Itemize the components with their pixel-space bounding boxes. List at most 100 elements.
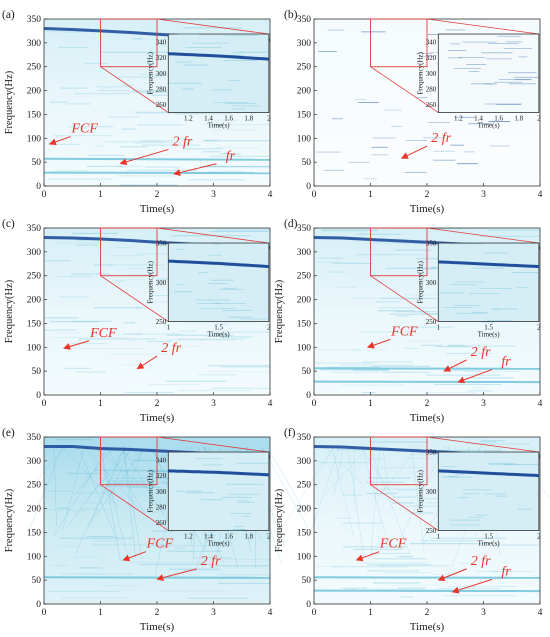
- panel-label: (e): [2, 427, 15, 439]
- inset-background: [437, 451, 540, 531]
- y-tick-label: 150: [27, 110, 42, 120]
- x-tick-label: 0: [42, 608, 47, 618]
- x-tick-label: 1: [368, 399, 373, 409]
- zoom-connector: [100, 484, 169, 531]
- x-tick-label: 3: [481, 399, 486, 409]
- zoom-region-box: [100, 18, 158, 68]
- inset-x-tick-label: 1.2: [454, 115, 463, 123]
- y-tick-label: 0: [36, 182, 41, 192]
- y-tick-label: 150: [297, 319, 312, 329]
- y-tick-label: 200: [27, 87, 42, 97]
- fan-line: [130, 446, 144, 484]
- y-tick-label: 300: [27, 248, 42, 258]
- inset-y-tick-label: 300: [156, 279, 167, 287]
- panel-label: (c): [2, 218, 15, 230]
- fan-line: [93, 446, 150, 492]
- fan-line: [87, 446, 136, 498]
- annotation-fr: fr: [501, 564, 511, 579]
- inset-y-tick-label: 340: [156, 38, 167, 46]
- x-tick-label: 3: [481, 608, 486, 618]
- zoom-connector: [370, 66, 439, 113]
- inset-y-axis-label: Frequency(Hz): [416, 260, 424, 303]
- inset-y-tick-label: 300: [426, 488, 437, 496]
- x-tick-label: 0: [312, 399, 317, 409]
- inset-x-tick-label: 1: [167, 324, 171, 332]
- x-tick-label: 3: [211, 190, 216, 200]
- ridge-2fr: [313, 576, 541, 579]
- y-tick-label: 150: [27, 528, 42, 538]
- inset-x-tick-label: 2: [537, 533, 541, 541]
- fan-line: [359, 446, 395, 499]
- y-tick-label: 200: [297, 505, 312, 515]
- inset-x-tick-label: 2: [267, 324, 271, 332]
- inset-x-tick-label: 1.2: [184, 533, 193, 541]
- y-tick-label: 250: [297, 481, 312, 491]
- zoom-connector: [156, 18, 269, 35]
- zoom-inset: 1 1.5 2 250 300 350 Time(s) Frequency(Hz): [416, 449, 541, 548]
- inset-x-tick-label: 1.4: [204, 115, 213, 123]
- fan-line: [75, 446, 125, 554]
- annotation-fcf: FCF: [70, 122, 98, 137]
- inset-x-tick-label: 2: [537, 115, 541, 123]
- fan-line: [53, 446, 57, 527]
- annotations: FCF 2 fr fr: [367, 324, 511, 384]
- y-tick-label: 300: [297, 248, 312, 258]
- x-axis-label: Time(s): [410, 412, 445, 424]
- x-tick-label: 0: [312, 190, 317, 200]
- inset-x-axis-label: Time(s): [478, 540, 501, 548]
- inset-ridge-fcf: [438, 469, 539, 478]
- x-tick-label: 4: [268, 399, 273, 409]
- annotation-arrow: [437, 568, 467, 582]
- panel-d: 0 1 2 3 4050100150200250300350(d)Time(s)Freq…: [274, 218, 543, 424]
- y-tick-label: 200: [27, 505, 42, 515]
- fan-line: [368, 446, 411, 557]
- annotation-arrow: [119, 148, 169, 166]
- x-tick-label: 3: [481, 190, 486, 200]
- inset-y-tick-label: 300: [156, 488, 167, 496]
- fan-line: [83, 446, 140, 510]
- inset-x-tick-label: 1.4: [204, 533, 213, 541]
- x-axis-label: Time(s): [140, 203, 175, 215]
- fan-line: [331, 446, 354, 536]
- fan-line: [94, 446, 146, 518]
- inset-x-tick-label: 2: [267, 115, 271, 123]
- fan-line: [347, 446, 365, 560]
- x-axis-label: Time(s): [410, 203, 445, 215]
- panel-label: (f): [284, 427, 296, 439]
- y-tick-label: 350: [27, 224, 42, 234]
- y-tick-label: 350: [297, 224, 312, 234]
- y-tick-label: 200: [27, 296, 42, 306]
- y-tick-label: 0: [306, 600, 311, 610]
- y-tick-label: 250: [27, 481, 42, 491]
- annotation-arrow: [173, 163, 217, 176]
- x-tick-label: 2: [155, 399, 160, 409]
- inset-y-tick-label: 300: [426, 279, 437, 287]
- ridge-2fr: [43, 576, 271, 579]
- annotation-arrow: [400, 145, 428, 159]
- annotation-2fr: 2 fr: [161, 341, 181, 356]
- x-tick-label: 1: [368, 608, 373, 618]
- zoom-region-box: [370, 436, 428, 486]
- inset-y-tick-label: 250: [426, 318, 437, 326]
- y-tick-label: 200: [297, 87, 312, 97]
- inset-y-tick-label: 300: [426, 70, 437, 78]
- inset-x-axis-label: Time(s): [478, 331, 501, 339]
- inset-x-axis-label: Time(s): [478, 122, 501, 130]
- zoom-inset: 1.2 1.4 1.6 1.8 2 260 280 300 320 340 Time(s) Frequ…: [146, 451, 271, 548]
- inset-background: [167, 242, 270, 322]
- inset-y-tick-label: 260: [156, 101, 167, 109]
- y-tick-label: 300: [27, 39, 42, 49]
- fan-line: [31, 446, 67, 486]
- zoom-connector: [156, 227, 269, 244]
- inset-y-tick-label: 320: [156, 472, 167, 480]
- annotation-2fr: 2 fr: [201, 554, 221, 569]
- annotation-arrow: [48, 136, 71, 146]
- annotation-fcf: FCF: [146, 537, 174, 552]
- y-tick-label: 150: [297, 110, 312, 120]
- x-tick-label: 0: [42, 190, 47, 200]
- x-tick-label: 1: [98, 190, 103, 200]
- fan-line: [261, 446, 309, 528]
